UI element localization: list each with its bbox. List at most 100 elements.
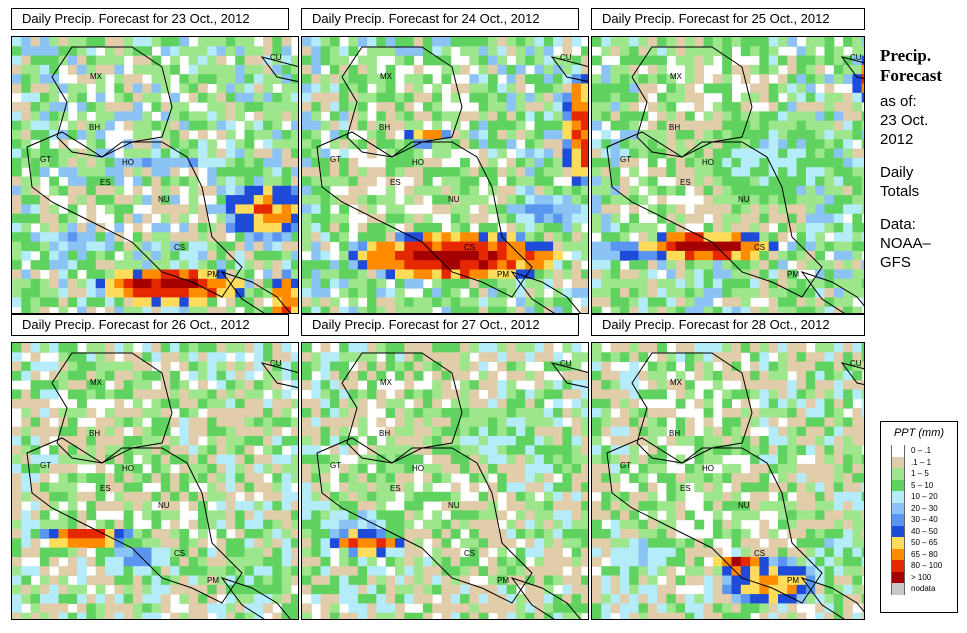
country-label: HO (702, 158, 714, 167)
precip-cell (179, 361, 190, 372)
precip-cell (432, 556, 442, 567)
precip-cell (58, 594, 69, 604)
precip-cell (170, 55, 180, 66)
precip-cell (160, 370, 171, 381)
precip-cell (170, 510, 180, 521)
precip-cell (77, 297, 87, 308)
precip-cell (805, 491, 816, 502)
precip-cell (534, 167, 545, 177)
precip-cell (348, 102, 359, 112)
precip-cell (95, 343, 106, 353)
precip-cell (235, 547, 245, 558)
precip-cell (469, 120, 480, 131)
precip-cell (525, 491, 535, 502)
precip-cell (329, 297, 340, 308)
precip-cell (188, 111, 199, 122)
precip-cell (619, 148, 630, 159)
precip-cell (225, 306, 236, 313)
precip-cell (376, 74, 387, 84)
precip-cell (376, 445, 387, 456)
precip-cell (506, 37, 517, 47)
precip-cell (815, 556, 825, 567)
precip-cell (712, 306, 723, 313)
precip-cell (843, 130, 853, 140)
precip-cell (385, 64, 396, 75)
precip-cell (244, 436, 255, 446)
precip-cell (413, 232, 424, 243)
precip-cell (179, 556, 190, 567)
precip-cell (712, 130, 723, 140)
precip-cell (395, 250, 405, 261)
precip-cell (478, 398, 489, 409)
precip-cell (759, 260, 770, 270)
precip-cell (77, 426, 87, 437)
precip-cell (21, 389, 32, 400)
precip-cell (460, 426, 470, 437)
precip-cell (778, 473, 788, 483)
precip-cell (469, 519, 480, 530)
precip-cell (843, 74, 853, 84)
precip-cell (601, 612, 612, 619)
precip-cell (712, 482, 723, 493)
precip-cell (272, 566, 283, 576)
precip-cell (525, 603, 535, 614)
precip-cell (543, 46, 554, 57)
precip-cell (207, 157, 218, 168)
precip-cell (142, 538, 152, 549)
precip-cell (263, 241, 273, 252)
precip-cell (703, 352, 714, 363)
precip-cell (610, 64, 621, 75)
precip-cell (207, 139, 218, 150)
precip-cell (86, 278, 97, 289)
precip-cell (581, 408, 588, 418)
precip-cell (151, 288, 162, 298)
precip-cell (179, 83, 190, 94)
precip-cell (843, 566, 853, 576)
precip-cell (21, 111, 32, 122)
precip-cell (367, 380, 377, 390)
precip-cell (553, 529, 563, 539)
precip-cell (787, 547, 798, 558)
precip-cell (253, 352, 264, 363)
precip-cell (225, 436, 236, 446)
precip-cell (281, 510, 292, 521)
precip-cell (404, 157, 415, 168)
precip-cell (244, 204, 255, 215)
precip-cell (170, 612, 180, 619)
precip-cell (675, 278, 686, 289)
precip-cell (571, 445, 582, 456)
precip-cell (253, 417, 264, 428)
precip-cell (581, 510, 588, 521)
precip-cell (731, 529, 742, 539)
precip-cell (357, 426, 368, 437)
legend-label: 10 – 20 (911, 492, 938, 501)
precip-cell (263, 445, 273, 456)
precip-cell (432, 157, 442, 168)
precip-cell (272, 584, 283, 595)
precip-cell (515, 445, 526, 456)
precip-cell (281, 566, 292, 576)
precip-cell (385, 603, 396, 614)
precip-cell (216, 130, 227, 140)
precip-cell (225, 445, 236, 456)
precip-cell (263, 37, 273, 47)
precip-cell (478, 148, 489, 159)
precip-cell (768, 288, 779, 298)
precip-cell (311, 519, 322, 530)
precip-cell (320, 473, 331, 483)
precip-cell (778, 538, 788, 549)
precip-cell (562, 46, 573, 57)
precip-cell (478, 92, 489, 103)
precip-cell (216, 83, 227, 94)
precip-cell (385, 547, 396, 558)
precip-cell (629, 380, 639, 390)
precip-cell (534, 566, 545, 576)
precip-cell (638, 612, 649, 619)
precip-cell (142, 167, 152, 177)
precip-cell (357, 204, 368, 215)
precip-cell (95, 111, 106, 122)
precip-cell (497, 575, 508, 586)
precip-cell (722, 37, 732, 47)
precip-cell (58, 538, 69, 549)
precip-cell (610, 501, 621, 511)
